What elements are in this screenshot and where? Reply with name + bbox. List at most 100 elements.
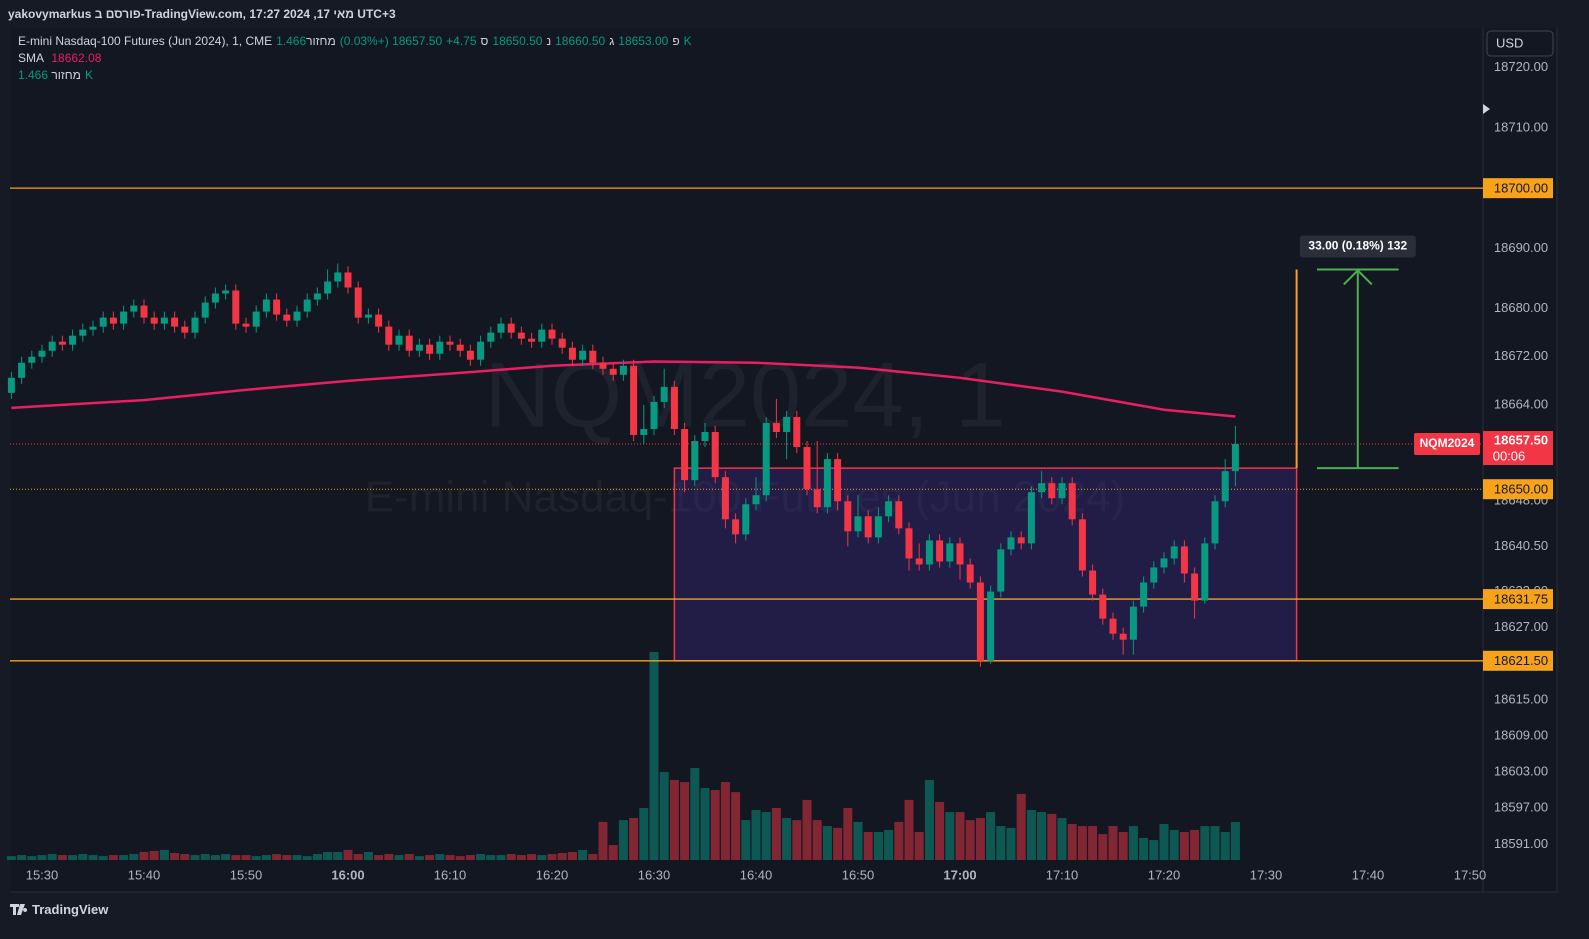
volume-bar <box>1067 823 1077 860</box>
candle-body <box>375 314 383 327</box>
symbol-label: NQM2024 <box>1420 436 1475 450</box>
candle-body <box>120 311 128 324</box>
volume-bar <box>986 812 996 860</box>
volume-bar <box>1026 810 1036 860</box>
candle-body <box>181 326 189 333</box>
last-price-label: 18657.50 <box>1494 432 1548 447</box>
candle-body <box>1201 543 1209 601</box>
volume-bar <box>374 855 384 860</box>
candle-body <box>446 341 454 345</box>
candle-body <box>874 516 882 538</box>
candle-body <box>885 501 893 517</box>
price-badge <box>1483 589 1553 610</box>
candle-body <box>1221 471 1229 502</box>
sma-name: SMA <box>18 51 45 65</box>
ohlc-label: נ <box>546 34 552 48</box>
candle-body <box>1129 606 1137 640</box>
volume-bar <box>537 855 547 860</box>
ohlc-value: 18653.00 <box>618 34 669 48</box>
candle-body <box>783 416 791 433</box>
volume-bar <box>751 810 761 860</box>
volume-value: 1.466K <box>18 68 93 82</box>
candle-body <box>201 302 209 318</box>
candle-body <box>283 314 291 321</box>
candle-body <box>324 281 332 294</box>
volume-bar <box>1169 829 1179 860</box>
volume-bar <box>527 854 537 860</box>
measure-arrowhead <box>1343 269 1373 286</box>
candle-body <box>609 368 617 375</box>
candle-body <box>507 323 515 333</box>
candle-body <box>293 311 301 321</box>
y-tick-label: 18720.00 <box>1494 59 1548 74</box>
volume-bar <box>1200 826 1210 860</box>
candle-body <box>38 350 46 357</box>
currency-button[interactable] <box>1486 30 1554 57</box>
volume-bar <box>68 855 78 860</box>
candle-body <box>487 332 495 342</box>
candle-body <box>803 447 811 490</box>
measure-label: 33.00 (0.18%) 132 <box>1308 239 1407 253</box>
volume-bar <box>282 855 292 860</box>
candle-body <box>354 287 362 318</box>
volume-bar <box>669 779 679 860</box>
scroll-icon[interactable] <box>1483 104 1490 114</box>
volume-bar <box>414 856 424 860</box>
volume-bar <box>731 792 741 860</box>
watermark-symbol: NQM2024, 1 <box>484 344 1006 446</box>
plot-background <box>10 28 1557 892</box>
volume-value: 1.466K <box>276 34 692 48</box>
candle-body <box>1089 570 1097 595</box>
volume-bar <box>210 855 220 860</box>
candle-body <box>640 428 648 436</box>
volume-bar <box>761 812 771 860</box>
candle-body <box>364 314 372 318</box>
volume-bar <box>506 854 516 860</box>
candle-body <box>732 519 740 535</box>
candle-body <box>222 290 230 294</box>
sma-line <box>11 360 1236 418</box>
volume-bar <box>149 850 159 860</box>
candle-body <box>48 341 56 351</box>
volume-bar <box>455 856 465 860</box>
ohlc-label: ס <box>480 34 489 48</box>
volume-bar <box>598 821 608 860</box>
candle-body <box>395 335 403 345</box>
candle-body <box>793 416 801 448</box>
candle-body <box>752 495 760 505</box>
candle-body <box>385 326 393 345</box>
x-tick-label: 15:40 <box>128 867 161 882</box>
candle-body <box>558 338 566 348</box>
candle-body <box>262 299 270 312</box>
volume-bar <box>547 854 557 860</box>
candle-body <box>568 347 576 360</box>
candle-body <box>599 362 607 369</box>
candle-body <box>681 428 689 481</box>
volume-bar <box>1190 829 1200 860</box>
candle-body <box>273 299 281 315</box>
volume-bar <box>221 854 231 860</box>
candle-body <box>1078 519 1086 571</box>
volume-bar <box>1128 826 1138 860</box>
volume-bar <box>680 782 690 860</box>
x-tick-label: 16:10 <box>434 867 467 882</box>
candle-body <box>823 459 831 508</box>
candle-body <box>895 501 903 529</box>
price-badge <box>1483 650 1553 671</box>
y-tick-label: 18640.50 <box>1494 538 1548 553</box>
volume-bar <box>1108 826 1118 860</box>
volume-bar <box>200 854 210 860</box>
candle-body <box>1160 558 1168 568</box>
volume-bar <box>1037 812 1047 860</box>
candle-body <box>466 350 474 360</box>
candle-body <box>456 344 464 351</box>
countdown: 00:06 <box>1493 448 1526 463</box>
volume-bar <box>782 818 792 860</box>
candle-body <box>854 516 862 532</box>
candle-body <box>497 323 505 333</box>
volume-bar <box>578 849 588 860</box>
candle-body <box>109 317 117 324</box>
candle-body <box>1068 483 1076 520</box>
volume-bar <box>1098 834 1108 860</box>
candle-body <box>58 341 66 345</box>
